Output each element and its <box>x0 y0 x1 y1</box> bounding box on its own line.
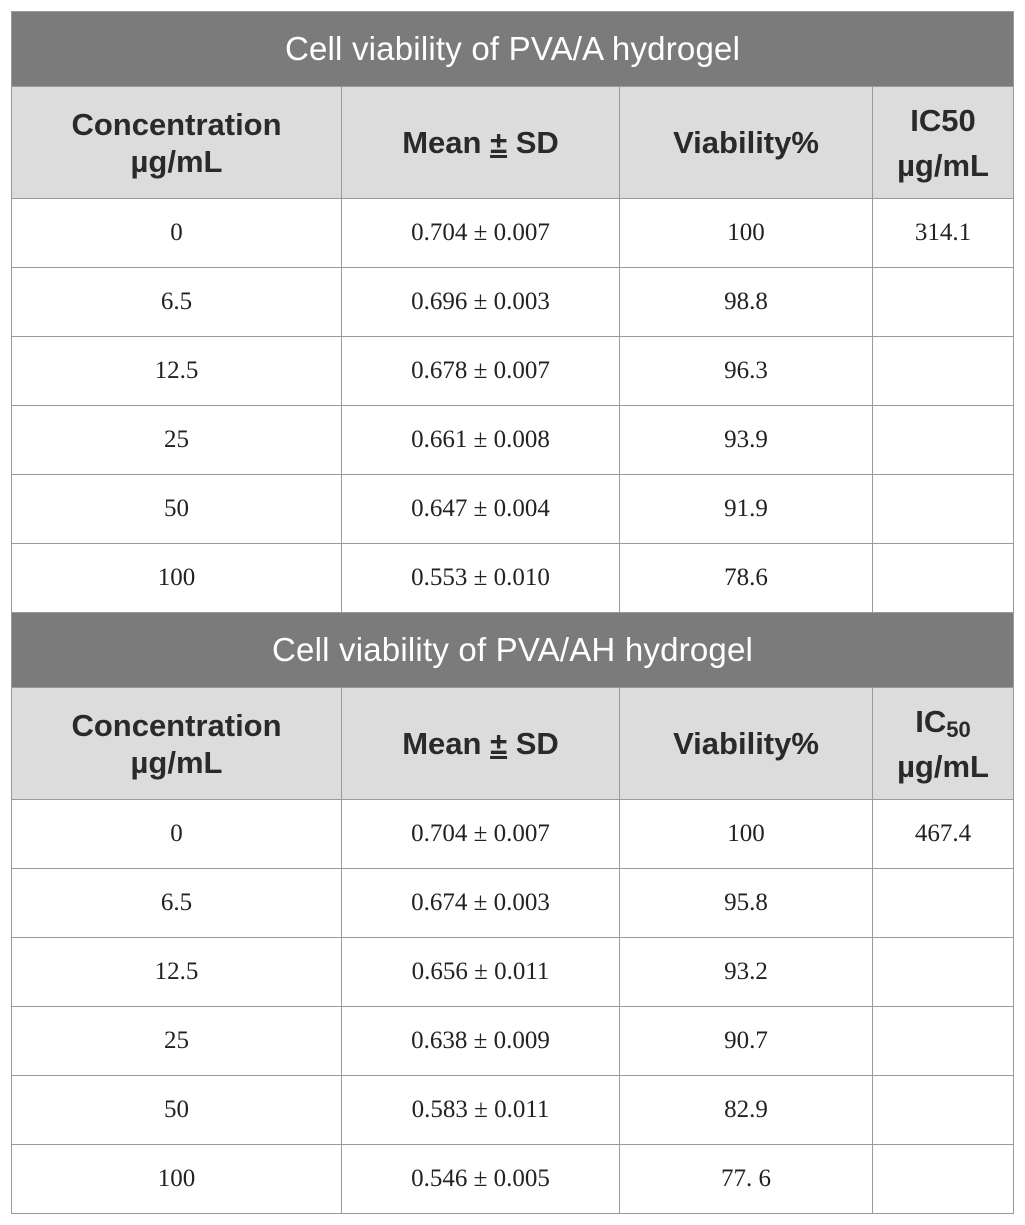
cell-concentration: 0 <box>11 799 342 869</box>
header-mean-label: Mean <box>402 726 491 761</box>
header-ic50: IC50 µg/mL <box>871 687 1015 800</box>
cell-viability: 82.9 <box>619 1075 873 1145</box>
header-sd-label: SD <box>507 726 559 761</box>
section-title-row: Cell viability of PVA/A hydrogel <box>10 11 1015 87</box>
cell-concentration: 12.5 <box>11 937 342 1007</box>
cell-concentration: 25 <box>11 405 342 475</box>
cell-ic50: 314.1 <box>871 198 1015 268</box>
table-row: 50 0.647 ± 0.004 91.9 <box>11 474 1015 544</box>
cell-ic50-empty <box>871 543 1015 613</box>
header-mean-label: Mean <box>402 125 491 160</box>
header-ic50-label: IC50 <box>910 102 976 138</box>
cell-concentration: 50 <box>11 1075 342 1145</box>
cell-mean-sd: 0.704 ± 0.007 <box>341 799 620 869</box>
table-row: 12.5 0.678 ± 0.007 96.3 <box>11 336 1015 406</box>
cell-ic50-empty <box>871 267 1015 337</box>
table-row: 100 0.553 ± 0.010 78.6 <box>11 543 1015 613</box>
header-concentration-unit: µg/mL <box>130 744 223 780</box>
plus-minus-symbol: ± <box>490 726 508 761</box>
cell-ic50-empty <box>871 405 1015 475</box>
section-title-row: Cell viability of PVA/AH hydrogel <box>10 612 1015 688</box>
cell-ic50-empty <box>871 336 1015 406</box>
cell-viability: 93.2 <box>619 937 873 1007</box>
header-ic50: IC50 µg/mL <box>871 86 1015 199</box>
header-concentration-label: Concentration <box>71 106 282 142</box>
header-mean-sd: Mean ± SD <box>341 687 620 800</box>
cell-mean-sd: 0.661 ± 0.008 <box>341 405 620 475</box>
header-concentration-label: Concentration <box>71 707 282 743</box>
table-row: 6.5 0.674 ± 0.003 95.8 <box>11 868 1015 938</box>
cell-ic50-empty <box>871 474 1015 544</box>
table-row: 6.5 0.696 ± 0.003 98.8 <box>11 267 1015 337</box>
cell-concentration: 25 <box>11 1006 342 1076</box>
cell-mean-sd: 0.638 ± 0.009 <box>341 1006 620 1076</box>
cell-ic50-empty <box>871 868 1015 938</box>
viability-document: Cell viability of PVA/A hydrogel Concent… <box>10 11 1015 1214</box>
cell-ic50-empty <box>871 1144 1015 1214</box>
cell-ic50-empty <box>871 937 1015 1007</box>
table-row: 25 0.638 ± 0.009 90.7 <box>11 1006 1015 1076</box>
cell-concentration: 50 <box>11 474 342 544</box>
cell-concentration: 6.5 <box>11 868 342 938</box>
cell-viability: 91.9 <box>619 474 873 544</box>
cell-mean-sd: 0.696 ± 0.003 <box>341 267 620 337</box>
cell-concentration: 12.5 <box>11 336 342 406</box>
header-row: Concentration µg/mL Mean ± SD Viability%… <box>11 687 1015 800</box>
header-ic50-label: IC <box>915 703 947 739</box>
cell-viability: 100 <box>619 198 873 268</box>
section-pva-ah: Cell viability of PVA/AH hydrogel Concen… <box>10 612 1015 1214</box>
cell-viability: 78.6 <box>619 543 873 613</box>
cell-ic50-empty <box>871 1006 1015 1076</box>
table-row: 12.5 0.656 ± 0.011 93.2 <box>11 937 1015 1007</box>
header-ic50-subscript: 50 <box>946 716 971 742</box>
cell-viability: 93.9 <box>619 405 873 475</box>
header-concentration-unit: µg/mL <box>130 143 223 179</box>
plus-minus-symbol: ± <box>490 125 508 160</box>
section-title: Cell viability of PVA/A hydrogel <box>10 11 1015 87</box>
table-row: 50 0.583 ± 0.011 82.9 <box>11 1075 1015 1145</box>
header-viability: Viability% <box>619 687 873 800</box>
cell-mean-sd: 0.553 ± 0.010 <box>341 543 620 613</box>
cell-viability: 100 <box>619 799 873 869</box>
cell-viability: 77. 6 <box>619 1144 873 1214</box>
cell-ic50-empty <box>871 1075 1015 1145</box>
header-concentration: Concentration µg/mL <box>11 687 342 800</box>
header-mean-sd: Mean ± SD <box>341 86 620 199</box>
cell-viability: 98.8 <box>619 267 873 337</box>
cell-mean-sd: 0.678 ± 0.007 <box>341 336 620 406</box>
header-concentration: Concentration µg/mL <box>11 86 342 199</box>
cell-mean-sd: 0.647 ± 0.004 <box>341 474 620 544</box>
viability-table: Cell viability of PVA/A hydrogel Concent… <box>10 11 1015 1214</box>
cell-mean-sd: 0.546 ± 0.005 <box>341 1144 620 1214</box>
header-ic50-unit: µg/mL <box>897 748 989 784</box>
table-row: 25 0.661 ± 0.008 93.9 <box>11 405 1015 475</box>
cell-mean-sd: 0.674 ± 0.003 <box>341 868 620 938</box>
header-row: Concentration µg/mL Mean ± SD Viability%… <box>11 86 1015 199</box>
cell-mean-sd: 0.704 ± 0.007 <box>341 198 620 268</box>
cell-mean-sd: 0.656 ± 0.011 <box>341 937 620 1007</box>
header-viability: Viability% <box>619 86 873 199</box>
cell-viability: 95.8 <box>619 868 873 938</box>
table-row: 100 0.546 ± 0.005 77. 6 <box>11 1144 1015 1214</box>
cell-concentration: 0 <box>11 198 342 268</box>
table-row: 0 0.704 ± 0.007 100 314.1 <box>11 198 1015 268</box>
table-row: 0 0.704 ± 0.007 100 467.4 <box>11 799 1015 869</box>
cell-concentration: 6.5 <box>11 267 342 337</box>
cell-viability: 96.3 <box>619 336 873 406</box>
cell-viability: 90.7 <box>619 1006 873 1076</box>
section-title: Cell viability of PVA/AH hydrogel <box>10 612 1015 688</box>
header-sd-label: SD <box>507 125 559 160</box>
section-pva-a: Cell viability of PVA/A hydrogel Concent… <box>10 11 1015 613</box>
header-ic50-unit: µg/mL <box>897 147 989 183</box>
cell-mean-sd: 0.583 ± 0.011 <box>341 1075 620 1145</box>
cell-ic50: 467.4 <box>871 799 1015 869</box>
cell-concentration: 100 <box>11 1144 342 1214</box>
cell-concentration: 100 <box>11 543 342 613</box>
